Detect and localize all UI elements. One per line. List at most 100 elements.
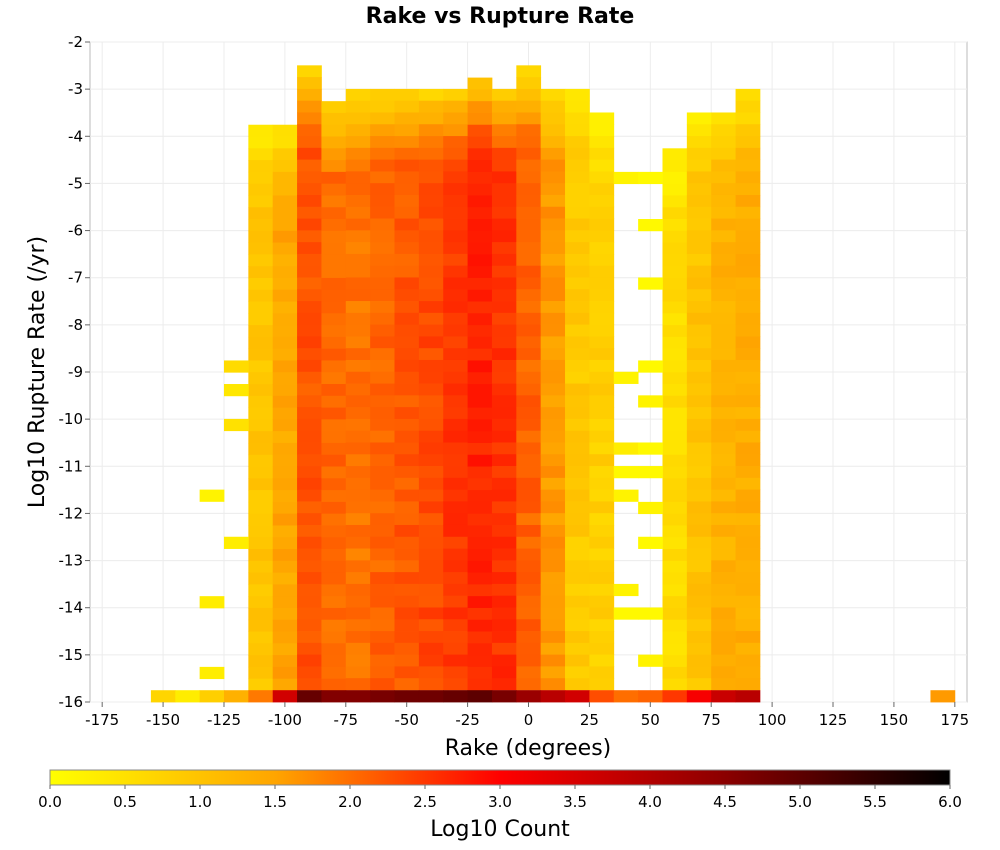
heatmap-cell: [467, 596, 493, 609]
heatmap-cell: [321, 490, 347, 503]
heatmap-cell: [662, 631, 688, 644]
heatmap-cell: [686, 124, 712, 137]
heatmap-cell: [686, 678, 712, 691]
heatmap-cell: [345, 642, 371, 656]
heatmap-cell: [686, 595, 712, 608]
heatmap-cell: [711, 560, 736, 573]
heatmap-cell: [565, 136, 590, 149]
heatmap-cell: [565, 595, 590, 608]
heatmap-cell: [443, 595, 468, 608]
heatmap-cell: [589, 336, 615, 349]
heatmap-cell: [662, 360, 688, 373]
heatmap-cell: [418, 171, 444, 184]
heatmap-cell: [272, 690, 298, 703]
heatmap-cell: [662, 666, 688, 680]
heatmap-cell: [272, 325, 298, 338]
heatmap-cell: [370, 690, 395, 703]
heatmap-cell: [686, 583, 712, 597]
heatmap-cell: [345, 477, 371, 491]
heatmap-cell: [345, 454, 371, 467]
heatmap-cell: [516, 301, 542, 314]
heatmap-cell: [516, 654, 542, 667]
heatmap-cell: [394, 112, 420, 125]
heatmap-cell: [394, 595, 420, 608]
heatmap-cell: [711, 301, 736, 314]
heatmap-cell: [540, 430, 566, 443]
heatmap-cell: [297, 383, 322, 396]
heatmap-cell: [711, 312, 736, 326]
heatmap-cell: [735, 206, 761, 219]
heatmap-cell: [735, 253, 761, 267]
heatmap-cell: [345, 489, 371, 502]
heatmap-cell: [394, 206, 420, 219]
heatmap-cell: [272, 442, 298, 456]
heatmap-cell: [297, 642, 322, 656]
heatmap-cell: [735, 560, 761, 573]
heatmap-cell: [686, 171, 712, 184]
heatmap-cell: [345, 583, 371, 597]
heatmap-cell: [248, 183, 274, 196]
heatmap-cell: [491, 583, 517, 597]
heatmap-cell: [467, 584, 493, 597]
heatmap-cell: [686, 277, 712, 290]
heatmap-cell: [418, 100, 444, 113]
heatmap-cell: [662, 407, 688, 420]
heatmap-cell: [589, 548, 615, 561]
heatmap-cell: [443, 407, 468, 420]
heatmap-cell: [467, 77, 493, 90]
heatmap-cell: [467, 183, 493, 196]
heatmap-cell: [735, 548, 761, 561]
heatmap-cell: [443, 572, 468, 585]
heatmap-cell: [394, 489, 420, 502]
heatmap-cell: [686, 312, 712, 326]
heatmap-cell: [418, 489, 444, 502]
heatmap-cell: [565, 489, 590, 502]
heatmap-cell: [540, 454, 566, 467]
heatmap-cell: [711, 218, 736, 231]
heatmap-cell: [443, 112, 468, 125]
heatmap-cell: [613, 466, 639, 479]
heatmap-cell: [735, 631, 761, 644]
heatmap-cell: [516, 265, 542, 278]
heatmap-cell: [662, 160, 688, 173]
heatmap-cell: [418, 183, 444, 196]
heatmap-cell: [297, 124, 322, 137]
heatmap-cell: [491, 371, 517, 384]
x-axis-ticks: -175 -150 -125 -100 -75 -50 -25 0 25 50 75 100 125 15…: [85, 702, 969, 729]
heatmap-cell: [297, 442, 322, 455]
colorbar-tick-label: 1.5: [263, 793, 287, 811]
heatmap-cell: [370, 442, 395, 455]
heatmap-cell: [418, 218, 444, 231]
heatmap-cell: [345, 147, 371, 161]
heatmap-cell: [711, 548, 736, 561]
heatmap-cell: [394, 395, 420, 408]
heatmap-cell: [345, 513, 371, 526]
heatmap-cell: [248, 171, 274, 185]
heatmap-cell: [565, 383, 590, 396]
heatmap-cell: [394, 371, 420, 384]
heatmap-cell: [662, 678, 688, 691]
heatmap-cell: [394, 253, 420, 267]
heatmap-cell: [345, 312, 371, 326]
heatmap-cell: [443, 548, 468, 561]
heatmap-cell: [516, 466, 542, 479]
heatmap-cell: [711, 442, 736, 455]
heatmap-cell: [370, 277, 395, 290]
heatmap-cell: [735, 218, 761, 231]
heatmap-cell: [565, 301, 590, 314]
heatmap-cell: [394, 607, 420, 620]
heatmap-cell: [735, 442, 761, 455]
heatmap-cell: [345, 572, 371, 585]
heatmap-cell: [321, 478, 347, 491]
heatmap-cell: [345, 336, 371, 349]
heatmap-cell: [443, 619, 468, 632]
heatmap-cell: [638, 395, 663, 408]
heatmap-cell: [540, 159, 566, 172]
heatmap-cell: [321, 678, 347, 691]
heatmap-cell: [297, 206, 322, 219]
heatmap-cell: [418, 454, 444, 467]
heatmap-cell: [418, 536, 444, 549]
heatmap-cell: [418, 583, 444, 597]
heatmap-cell: [711, 489, 736, 502]
heatmap-cell: [662, 607, 688, 621]
